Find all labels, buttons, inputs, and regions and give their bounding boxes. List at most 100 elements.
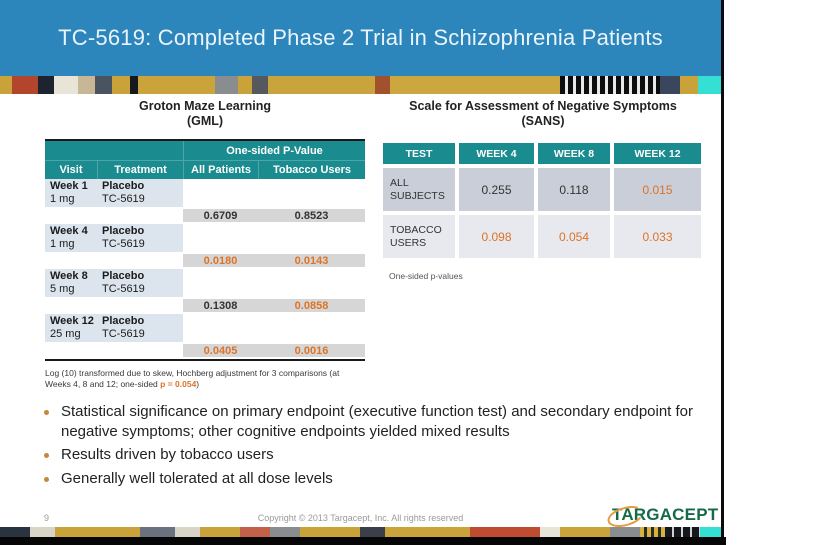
- collage-block: [470, 527, 540, 537]
- sans-row-label: TOBACCO USERS: [383, 215, 455, 258]
- collage-block: [270, 527, 300, 537]
- gml-treatment-cell: Placebo TC-5619: [97, 269, 183, 297]
- collage-block: [240, 527, 270, 537]
- gml-group-row: Week 12 25 mg Placebo TC-5619: [45, 314, 365, 342]
- sans-title-line1: Scale for Assessment of Negative Symptom…: [409, 99, 677, 113]
- bottom-black-bar: [0, 537, 726, 545]
- gml-pvalue-tobacco: 0.0016: [258, 344, 365, 357]
- sans-col-week12: WEEK 12: [614, 143, 701, 164]
- collage-block: [360, 527, 385, 537]
- gml-footnote-pvalue: p = 0.054: [160, 379, 197, 389]
- bullet-text: Results driven by tobacco users: [61, 446, 274, 463]
- gml-group-row: Week 8 5 mg Placebo TC-5619: [45, 269, 365, 297]
- gml-pvalue-row: 0.1308 0.0858: [45, 299, 365, 312]
- gml-pvalue-tobacco: 0.0858: [258, 299, 365, 312]
- gml-pvalue-all: 0.0405: [183, 344, 258, 357]
- collage-block: [660, 76, 680, 94]
- collage-block: [252, 76, 268, 94]
- collage-block: [300, 527, 360, 537]
- gml-title-line2: (GML): [186, 114, 224, 128]
- gml-empty-cell: [183, 179, 365, 207]
- bullet-dot-icon: [44, 410, 49, 415]
- slide-title: TC-5619: Completed Phase 2 Trial in Schi…: [58, 25, 663, 50]
- collage-block: [78, 76, 95, 94]
- sans-title-line2: (SANS): [521, 114, 565, 128]
- bullet-dot-icon: [44, 476, 49, 482]
- gml-visit-cell: Week 12 25 mg: [45, 314, 97, 342]
- collage-block: [385, 527, 470, 537]
- gml-treatment-cell: Placebo TC-5619: [97, 224, 183, 252]
- bullet-text: Generally well tolerated at all dose lev…: [61, 469, 333, 487]
- logo-text: TARGACEPT: [612, 505, 719, 524]
- collage-block: [38, 76, 54, 94]
- gml-pvalue-tobacco: 0.0143: [258, 254, 365, 267]
- collage-block: [238, 76, 252, 94]
- sans-value: 0.033: [614, 215, 701, 258]
- title-banner: TC-5619: Completed Phase 2 Trial in Schi…: [0, 0, 721, 76]
- page-number: 9: [44, 513, 50, 523]
- gml-pvalue-all: 0.6709: [183, 209, 258, 222]
- collage-block: [610, 527, 640, 537]
- top-collage-strip: [0, 76, 721, 94]
- gml-pvalue-tobacco: 0.8523: [258, 209, 365, 222]
- gml-header-blank: [45, 141, 183, 160]
- collage-block: [390, 76, 560, 94]
- gml-col-visit: Visit: [59, 164, 83, 176]
- collage-block: [560, 527, 610, 537]
- sans-header-row: TEST WEEK 4 WEEK 8 WEEK 12: [383, 143, 701, 164]
- gml-visit-cell: Week 1 1 mg: [45, 179, 97, 207]
- collage-block: [175, 527, 200, 537]
- collage-block: [138, 76, 215, 94]
- gml-footnote: Log (10) transformed due to skew, Hochbe…: [45, 368, 340, 389]
- gml-treatment-cell: Placebo TC-5619: [97, 314, 183, 342]
- collage-block: [540, 527, 560, 537]
- collage-block: [0, 527, 30, 537]
- bottom-collage-strip: [0, 527, 721, 537]
- collage-block: [55, 527, 140, 537]
- collage-block: [0, 76, 12, 94]
- slide: TC-5619: Completed Phase 2 Trial in Schi…: [0, 0, 721, 537]
- targacept-logo: TARGACEPT: [605, 502, 719, 531]
- gml-pvalue-all: 0.0180: [183, 254, 258, 267]
- gml-visit-cell: Week 4 1 mg: [45, 224, 97, 252]
- collage-block: [680, 76, 698, 94]
- bullet-item: Statistical significance on primary endp…: [40, 402, 702, 441]
- gml-pvalue-all: 0.1308: [183, 299, 258, 312]
- collage-block: [560, 76, 660, 94]
- gml-col-treatment: Treatment: [97, 161, 183, 179]
- sans-row-all-subjects: ALL SUBJECTS 0.255 0.118 0.015: [383, 168, 701, 211]
- collage-block: [698, 76, 721, 94]
- gml-panel: Groton Maze Learning (GML) One-sided P-V…: [45, 99, 365, 390]
- collage-block: [140, 527, 175, 537]
- gml-header-pvalue-span: One-sided P-Value: [183, 141, 365, 160]
- collage-block: [700, 527, 721, 537]
- collage-block: [268, 76, 375, 94]
- gml-title: Groton Maze Learning (GML): [45, 99, 365, 129]
- sans-title: Scale for Assessment of Negative Symptom…: [383, 99, 703, 129]
- collage-block: [640, 527, 665, 537]
- sans-footnote: One-sided p-values: [389, 271, 463, 281]
- sans-row-tobacco-users: TOBACCO USERS 0.098 0.054 0.033: [383, 215, 701, 258]
- gml-pvalue-row: 0.6709 0.8523: [45, 209, 365, 222]
- gml-empty-cell: [183, 314, 365, 342]
- copyright-text: Copyright © 2013 Targacept, Inc. All rig…: [257, 513, 464, 523]
- gml-pvalue-row: 0.0180 0.0143: [45, 254, 365, 267]
- gml-group-row: Week 1 1 mg Placebo TC-5619: [45, 179, 365, 207]
- gml-header-row: Visit Treatment All Patients Tobacco Use…: [45, 160, 365, 179]
- collage-block: [112, 76, 130, 94]
- gml-header-span-row: One-sided P-Value: [45, 141, 365, 160]
- sans-value: 0.255: [459, 168, 534, 211]
- sans-value: 0.118: [538, 168, 610, 211]
- collage-block: [665, 527, 700, 537]
- sans-col-test: TEST: [383, 143, 455, 164]
- gml-empty-cell: [183, 269, 365, 297]
- bullet-item: Generally well tolerated at all dose lev…: [40, 469, 702, 489]
- gml-col-tobacco-users: Tobacco Users: [258, 161, 365, 179]
- sans-row-label: ALL SUBJECTS: [383, 168, 455, 211]
- slide-border: [721, 0, 724, 540]
- sans-value: 0.054: [538, 215, 610, 258]
- gml-col-all-patients: All Patients: [183, 161, 258, 179]
- bullet-text: Statistical significance on primary endp…: [61, 403, 694, 440]
- gml-treatment-cell: Placebo TC-5619: [97, 179, 183, 207]
